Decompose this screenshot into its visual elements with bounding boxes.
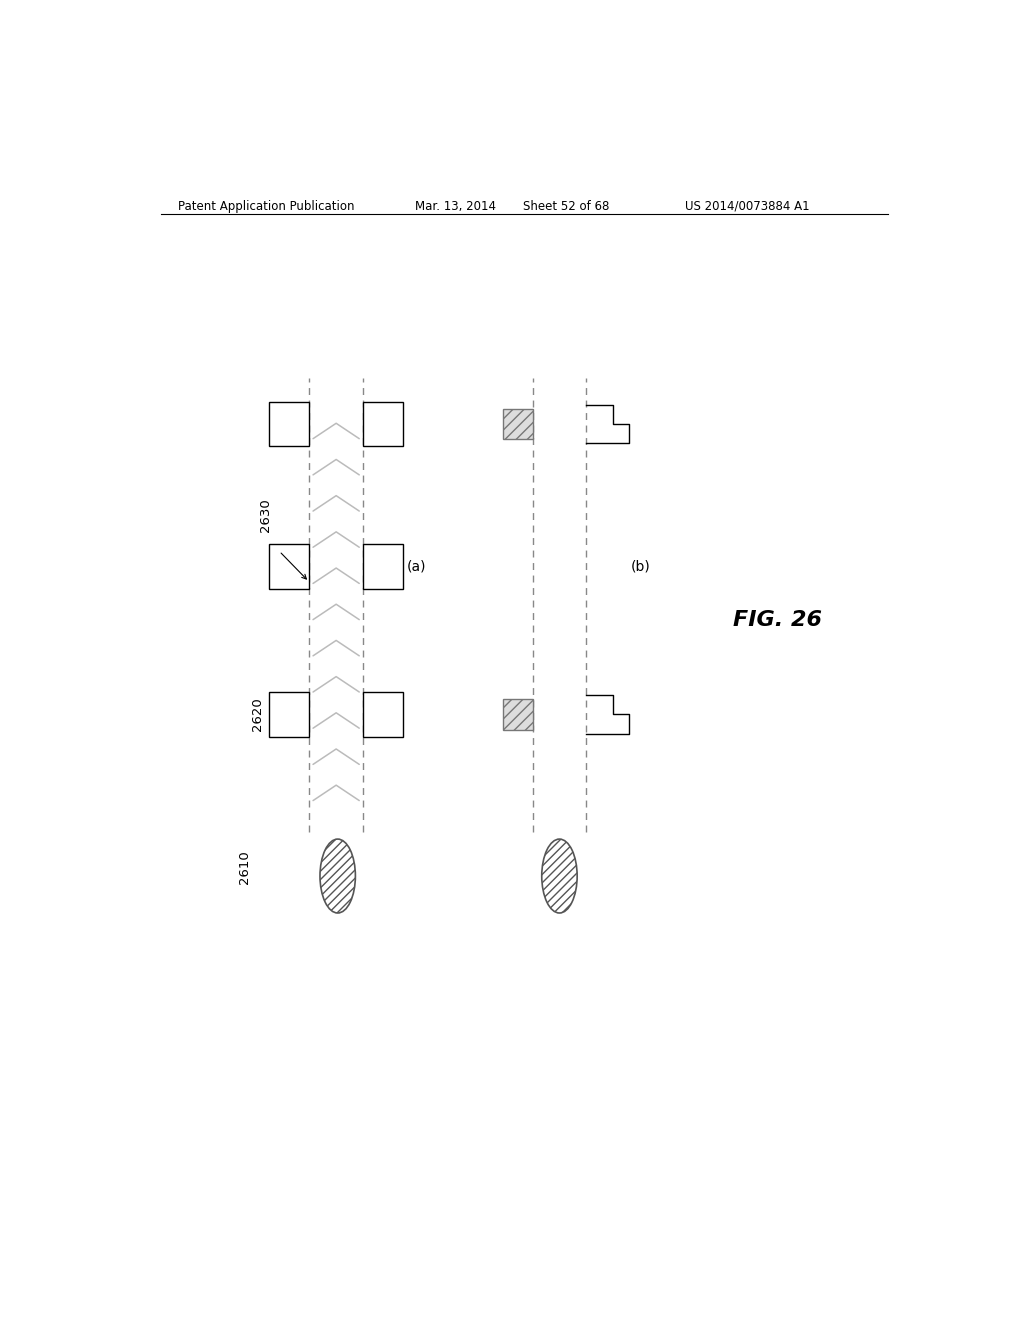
Text: Sheet 52 of 68: Sheet 52 of 68 [523,199,609,213]
Text: (b): (b) [631,560,650,573]
Bar [269,692,309,737]
Bar [503,409,532,440]
Ellipse shape [319,840,355,913]
Text: 2610: 2610 [238,850,251,883]
Ellipse shape [542,840,578,913]
Text: FIG. 26: FIG. 26 [733,610,822,631]
Bar [503,700,532,730]
Text: Mar. 13, 2014: Mar. 13, 2014 [416,199,497,213]
Text: Patent Application Publication: Patent Application Publication [178,199,354,213]
Text: (a): (a) [408,560,427,573]
Bar [269,401,309,446]
Bar [364,401,403,446]
Text: US 2014/0073884 A1: US 2014/0073884 A1 [685,199,810,213]
Bar [269,544,309,589]
Bar [364,692,403,737]
Text: 2620: 2620 [251,697,264,731]
Bar [364,544,403,589]
Text: 2630: 2630 [259,498,271,532]
